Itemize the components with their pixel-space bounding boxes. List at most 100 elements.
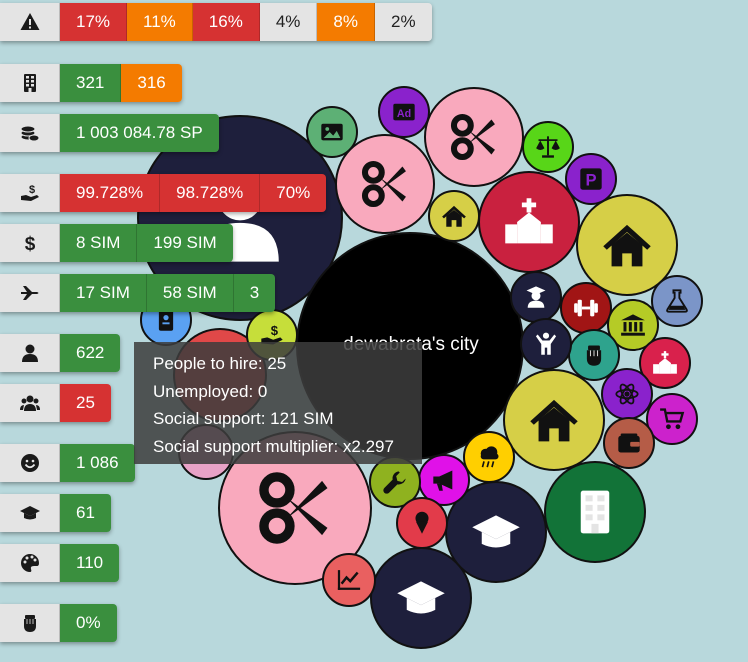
bubble-chapel[interactable] xyxy=(639,337,691,389)
stat-value: 98.728% xyxy=(160,174,261,212)
stat-value: 17 SIM xyxy=(60,274,147,312)
graduation-cap-icon xyxy=(0,494,60,532)
coins-icon xyxy=(0,114,60,152)
tooltip-line: Unemployed: 0 xyxy=(153,381,268,401)
stat-value: 4% xyxy=(259,3,318,41)
bubble-barber-medium[interactable] xyxy=(335,134,435,234)
bubble-stocks[interactable] xyxy=(322,553,376,607)
image-icon xyxy=(321,123,343,141)
bubble-school-bottom[interactable] xyxy=(370,547,472,649)
house-icon xyxy=(442,205,466,227)
stat-row[interactable]: 321 316 xyxy=(0,64,182,102)
stat-row[interactable]: $99.728% 98.728% 70% xyxy=(0,174,327,212)
stat-row[interactable]: 110 xyxy=(0,544,120,582)
stat-row[interactable]: 25 xyxy=(0,384,111,422)
user-icon xyxy=(0,334,60,372)
stat-value: 99.728% xyxy=(60,174,161,212)
stat-value: 61 xyxy=(60,494,111,532)
bubble-church-large[interactable] xyxy=(478,171,580,273)
bubble-gym[interactable] xyxy=(560,282,612,334)
scale-icon xyxy=(536,136,560,158)
professor-icon xyxy=(526,286,546,308)
bubble-barber-large[interactable] xyxy=(218,431,372,585)
megaphone-icon xyxy=(433,470,453,491)
stat-value: 199 SIM xyxy=(137,224,233,262)
stat-value: 16% xyxy=(192,3,260,41)
stat-row[interactable]: 17% 11% 16% 4% 8% 2% xyxy=(0,3,432,41)
fist-icon xyxy=(586,345,602,366)
bubble-barber-top[interactable] xyxy=(424,87,524,187)
palette-icon xyxy=(0,544,60,582)
bubble-shop[interactable] xyxy=(646,393,698,445)
rain-cloud-icon xyxy=(480,446,499,468)
stat-value: 17% xyxy=(60,3,128,41)
bubble-house-center[interactable] xyxy=(503,369,605,471)
stat-value: 1 003 084.78 SP xyxy=(60,114,219,152)
bubble-science[interactable] xyxy=(601,368,653,420)
stat-row[interactable]: 61 xyxy=(0,494,111,532)
id-card-icon xyxy=(158,309,174,331)
stat-value: 2% xyxy=(374,3,432,41)
svg-text:$: $ xyxy=(24,234,35,253)
stat-row[interactable]: 17 SIM 58 SIM 3 xyxy=(0,274,276,312)
house-icon xyxy=(530,399,578,442)
bubble-picture[interactable] xyxy=(306,106,358,158)
stat-value: 110 xyxy=(60,544,120,582)
atom-icon xyxy=(615,383,639,405)
stat-value: 8 SIM xyxy=(60,224,138,262)
bubble-icecream[interactable] xyxy=(396,497,448,549)
bubble-megaphone[interactable] xyxy=(418,454,470,506)
svg-text:Ad: Ad xyxy=(397,108,411,120)
svg-text:P: P xyxy=(585,171,596,190)
bubble-school-middle[interactable] xyxy=(445,481,547,583)
bubble-professor[interactable] xyxy=(510,271,562,323)
bubble-house-small[interactable] xyxy=(428,190,480,242)
users-icon xyxy=(0,384,60,422)
stat-row[interactable]: 1 086 xyxy=(0,444,135,482)
bubble-house-large[interactable] xyxy=(576,194,678,296)
stat-value: 25 xyxy=(60,384,111,422)
bubble-office[interactable] xyxy=(544,461,646,563)
scissors-icon xyxy=(361,160,406,208)
bubble-lab[interactable] xyxy=(651,275,703,327)
wallet-icon xyxy=(618,433,640,453)
bubble-bank[interactable] xyxy=(603,417,655,469)
svg-text:$: $ xyxy=(28,184,34,196)
ice-cream-icon xyxy=(415,511,429,534)
stat-value: 58 SIM xyxy=(146,274,234,312)
graduation-cap-icon xyxy=(397,581,445,614)
bubble-museum[interactable] xyxy=(607,299,659,351)
bubble-worker[interactable] xyxy=(520,318,572,370)
house-icon xyxy=(603,224,651,267)
cart-icon xyxy=(660,408,685,430)
stat-value: 3 xyxy=(233,274,276,312)
stat-row[interactable]: $8 SIM 199 SIM xyxy=(0,224,233,262)
stat-value: 0% xyxy=(60,604,117,642)
plane-icon xyxy=(0,274,60,312)
building-icon xyxy=(580,490,610,534)
bubble-justice[interactable] xyxy=(522,121,574,173)
chart-icon xyxy=(337,570,361,590)
church-icon xyxy=(653,351,677,374)
stat-row[interactable]: 622 xyxy=(0,334,121,372)
stat-value: 1 086 xyxy=(60,444,135,482)
stat-value: 321 xyxy=(60,64,122,102)
smile-icon xyxy=(0,444,60,482)
stat-row[interactable]: 1 003 084.78 SP xyxy=(0,114,219,152)
stat-row[interactable]: 0% xyxy=(0,604,117,642)
hand-up-icon xyxy=(535,332,557,355)
wrench-icon xyxy=(383,471,406,494)
stat-value: 11% xyxy=(127,3,193,41)
bubble-weather[interactable] xyxy=(463,431,515,483)
scissors-icon xyxy=(450,113,495,161)
bubble-parking[interactable]: P xyxy=(565,153,617,205)
fist-icon xyxy=(0,604,60,642)
bubble-protest[interactable] xyxy=(568,329,620,381)
tooltip: People to hire: 25 Unemployed: 0 Social … xyxy=(134,342,422,464)
stat-value: 316 xyxy=(121,64,182,102)
tooltip-line: People to hire: 25 xyxy=(153,354,287,373)
church-icon xyxy=(505,198,553,244)
tooltip-line: Social support multiplier: x2.297 xyxy=(153,436,394,456)
bubble-advert[interactable]: Ad xyxy=(378,86,430,138)
flask-icon xyxy=(666,289,688,313)
